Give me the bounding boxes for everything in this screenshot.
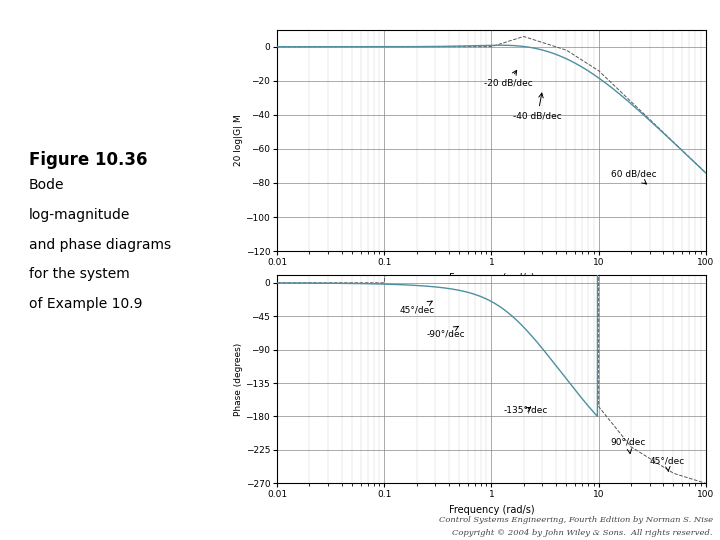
Y-axis label: 20 log|G| M: 20 log|G| M — [234, 114, 243, 166]
Text: Figure 10.36: Figure 10.36 — [29, 151, 148, 169]
X-axis label: Frequency (rad/s): Frequency (rad/s) — [449, 505, 534, 515]
Y-axis label: Phase (degrees): Phase (degrees) — [234, 343, 243, 416]
Text: 90°/dec: 90°/dec — [611, 438, 646, 454]
Text: Control Systems Engineering, Fourth Edition by Norman S. Nise: Control Systems Engineering, Fourth Edit… — [438, 516, 713, 524]
Text: -40 dB/dec: -40 dB/dec — [513, 93, 562, 120]
Text: -20 dB/dec: -20 dB/dec — [484, 70, 533, 88]
Text: Bode: Bode — [29, 178, 64, 192]
Text: -90°/dec: -90°/dec — [427, 326, 466, 338]
Text: Copyright © 2004 by John Wiley & Sons.  All rights reserved.: Copyright © 2004 by John Wiley & Sons. A… — [452, 529, 713, 537]
Text: -135°/dec: -135°/dec — [503, 406, 548, 415]
Text: 45°/dec: 45°/dec — [400, 301, 435, 314]
Text: of Example 10.9: of Example 10.9 — [29, 297, 143, 311]
Text: 60 dB/dec: 60 dB/dec — [611, 169, 657, 184]
Text: for the system: for the system — [29, 267, 130, 281]
Text: log-magnitude: log-magnitude — [29, 208, 130, 222]
Text: and phase diagrams: and phase diagrams — [29, 238, 171, 252]
Text: 45°/dec: 45°/dec — [649, 456, 685, 471]
X-axis label: Frequency (rad/s): Frequency (rad/s) — [449, 273, 534, 282]
